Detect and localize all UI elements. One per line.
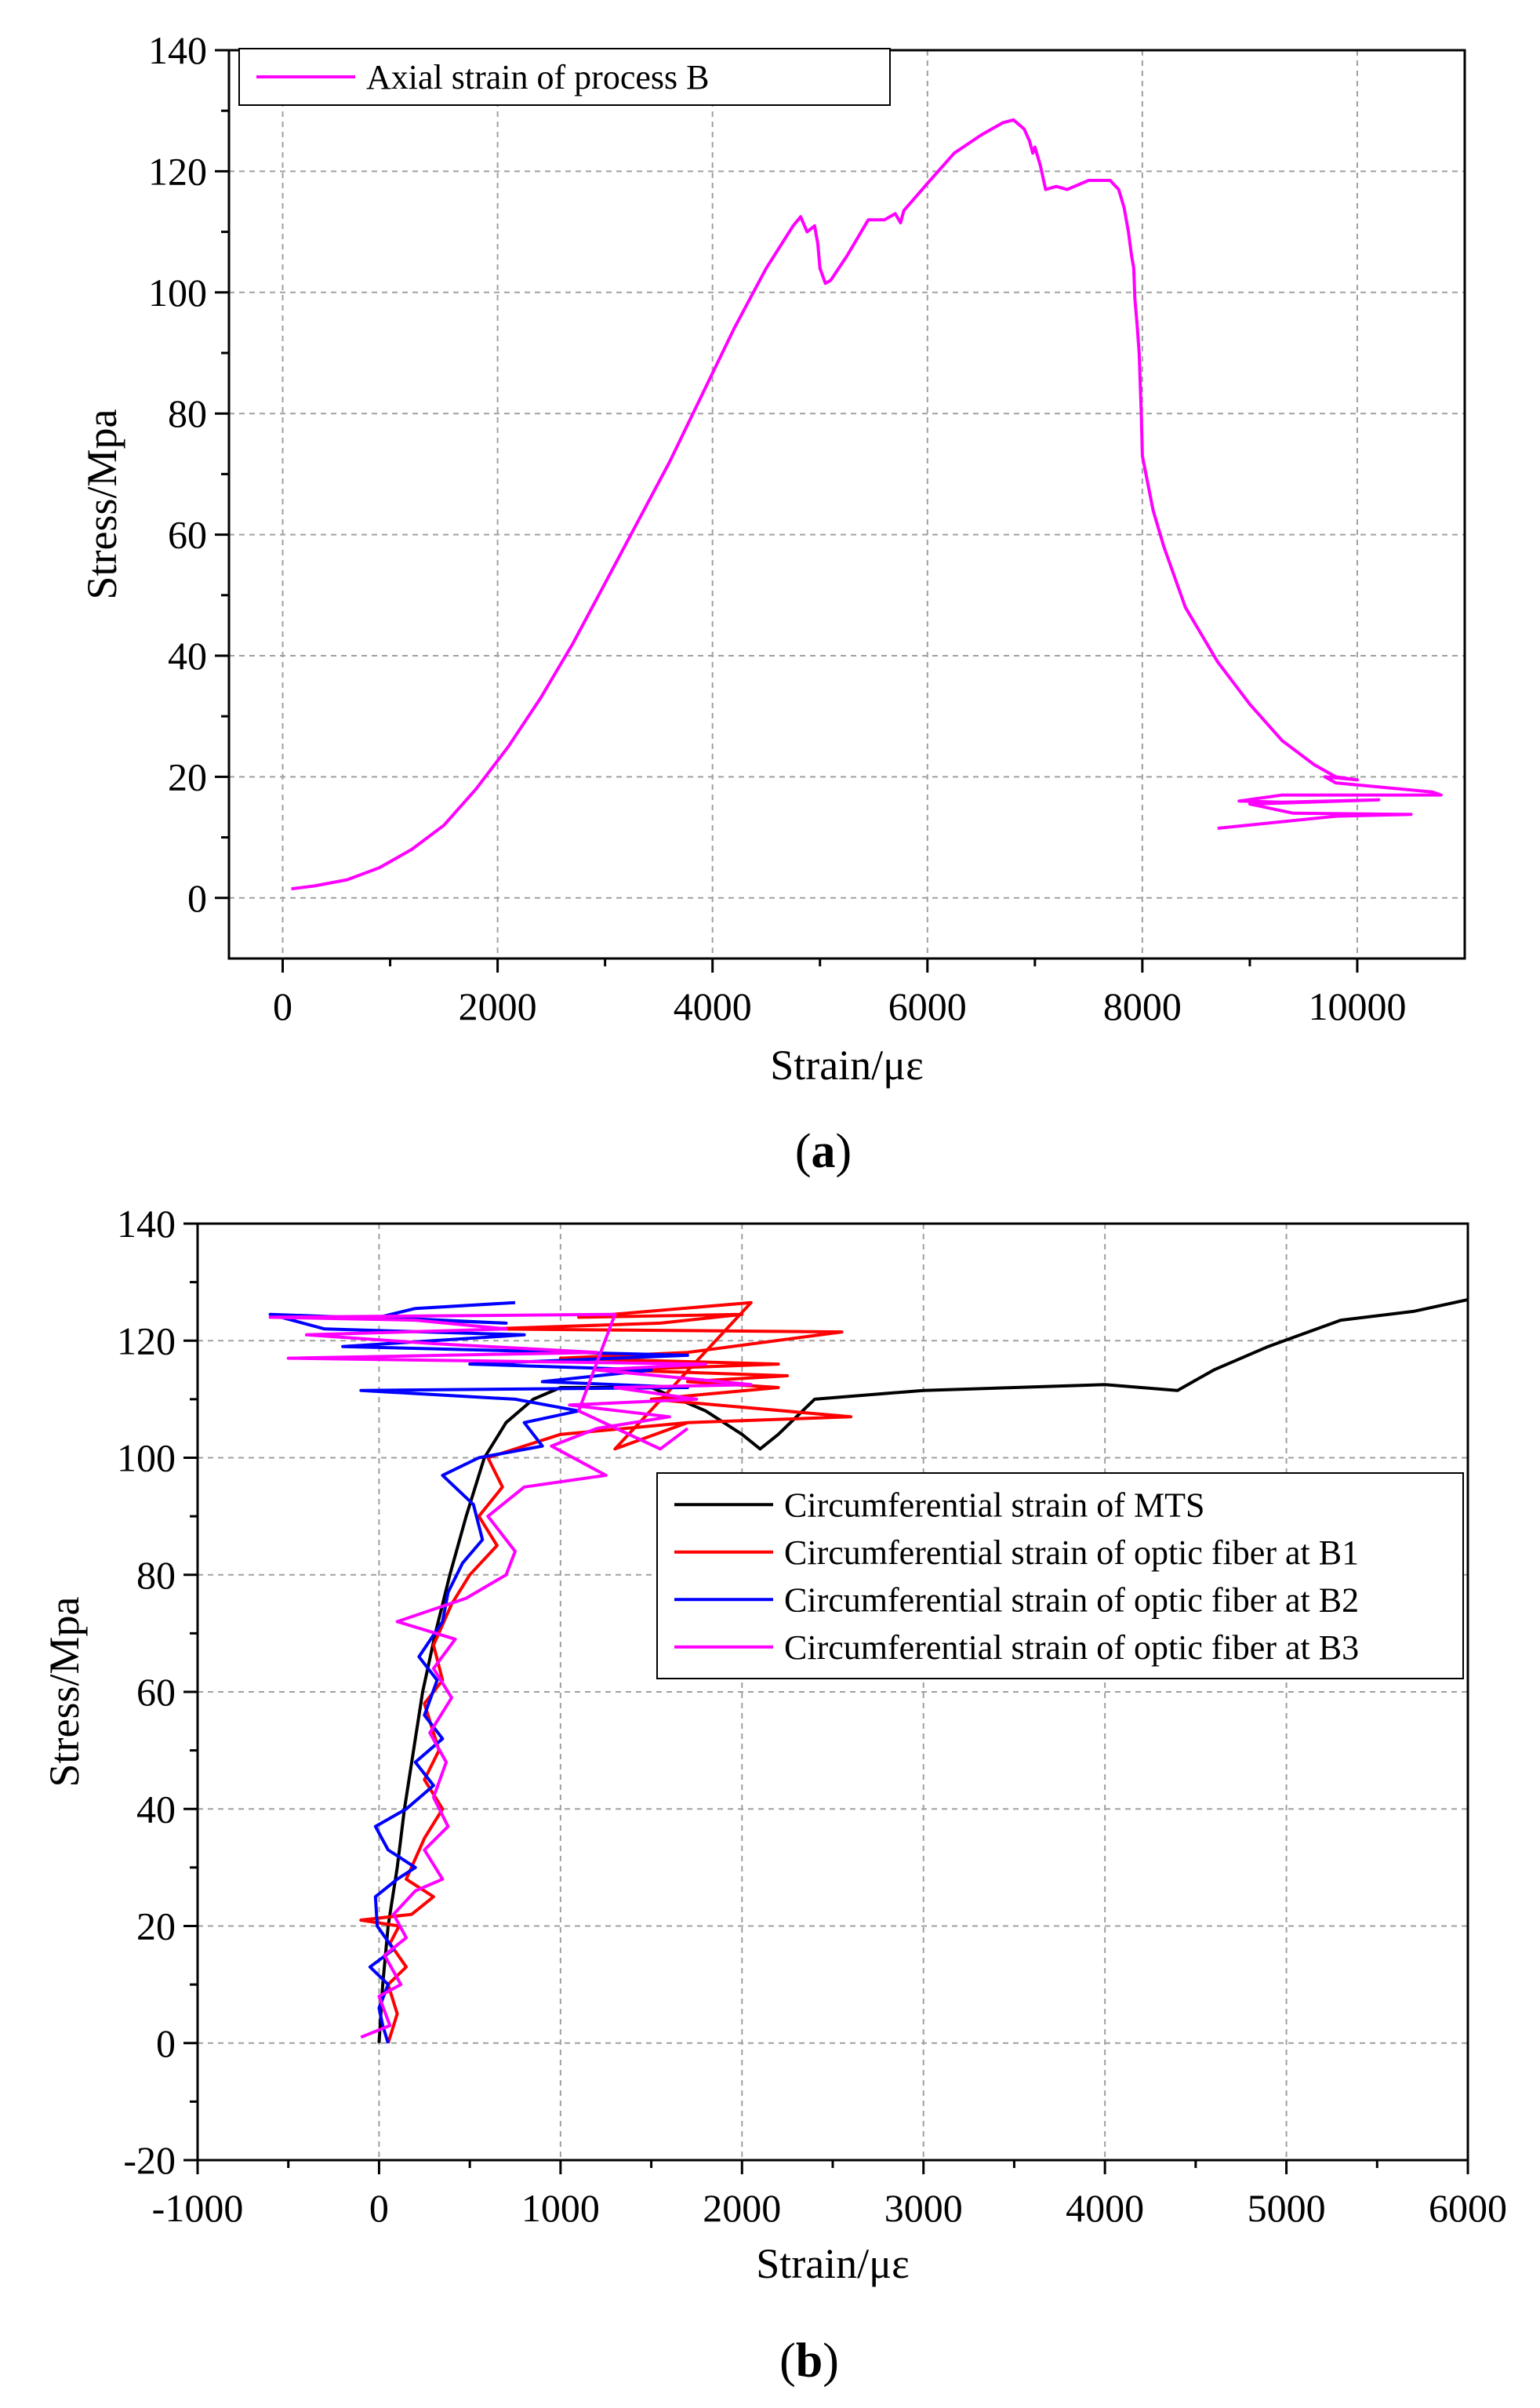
x-tick-label: 3000 xyxy=(884,2186,963,2230)
x-tick-label: 6000 xyxy=(888,984,967,1028)
x-tick-label: 8000 xyxy=(1103,984,1182,1028)
x-tick-label: 1000 xyxy=(521,2186,600,2230)
y-tick-label: 80 xyxy=(168,391,207,435)
x-tick-label: 4000 xyxy=(674,984,752,1028)
y-tick-label: 100 xyxy=(117,1436,176,1480)
y-tick-label: 80 xyxy=(136,1553,176,1597)
series-line-1 xyxy=(377,1298,1468,2043)
legend: Axial strain of process B xyxy=(238,48,891,106)
series-line-3 xyxy=(268,1300,689,2044)
panel-label: (a) xyxy=(795,1125,852,1178)
chart-panel-a: 0 2000 4000 6000 8000 10000 0 20 40 60 80 100 120 140… xyxy=(78,28,1466,1178)
legend-label-4: Circumferential strain of optic fiber at… xyxy=(784,1628,1359,1667)
series-group xyxy=(268,1298,1468,2044)
legend-label-2: Circumferential strain of optic fiber at… xyxy=(784,1533,1359,1572)
legend-label-1: Axial strain of process B xyxy=(366,58,709,96)
series-line-2 xyxy=(359,1300,853,2044)
y-tick-label: 40 xyxy=(168,634,207,678)
y-axis-title: Stress/Mpa xyxy=(78,409,125,599)
y-tick-label: 0 xyxy=(156,2021,176,2065)
y-tick-label: 40 xyxy=(136,1787,176,1831)
x-tick-label: -1000 xyxy=(152,2186,244,2230)
legend-label-1: Circumferential strain of MTS xyxy=(784,1486,1204,1524)
y-tick-label: 60 xyxy=(136,1670,176,1714)
y-tick-label: -20 xyxy=(123,2138,176,2182)
y-axis-title: Stress/Mpa xyxy=(41,1596,88,1787)
y-tick-label: 100 xyxy=(148,271,207,315)
y-tick-label: 120 xyxy=(148,149,207,193)
series-line-4 xyxy=(268,1312,753,2039)
x-tick-label: 2000 xyxy=(703,2186,781,2230)
x-tick-label: 10000 xyxy=(1308,984,1406,1028)
series-group xyxy=(291,118,1443,891)
y-tick-label: 0 xyxy=(187,876,207,920)
x-tick-label: 0 xyxy=(273,984,292,1028)
x-tick-label: 4000 xyxy=(1066,2186,1144,2230)
series-line-1 xyxy=(291,118,1443,891)
x-tick-label: 2000 xyxy=(459,984,537,1028)
y-tick-label: 120 xyxy=(117,1319,176,1362)
legend-box xyxy=(656,1472,1464,1679)
chart-panel-b: -1000 0 1000 2000 3000 4000 5000 6000 -20 0 20 40 60… xyxy=(41,1202,1507,2388)
x-tick-label: 5000 xyxy=(1248,2186,1326,2230)
y-tick-label: 20 xyxy=(168,755,207,798)
x-tick-label: 0 xyxy=(369,2186,389,2230)
y-tick-label: 20 xyxy=(136,1904,176,1948)
x-axis-title: Strain/με xyxy=(756,2240,910,2287)
x-tick-label: 6000 xyxy=(1429,2186,1507,2230)
panel-label: (b) xyxy=(779,2334,839,2388)
y-tick-label: 60 xyxy=(168,513,207,557)
y-tick-label: 140 xyxy=(148,28,207,72)
legend-label-3: Circumferential strain of optic fiber at… xyxy=(784,1580,1359,1619)
y-tick-label: 140 xyxy=(117,1202,176,1246)
x-axis-title: Strain/με xyxy=(770,1042,924,1089)
legend: Circumferential strain of MTS Circumferen… xyxy=(656,1472,1464,1679)
